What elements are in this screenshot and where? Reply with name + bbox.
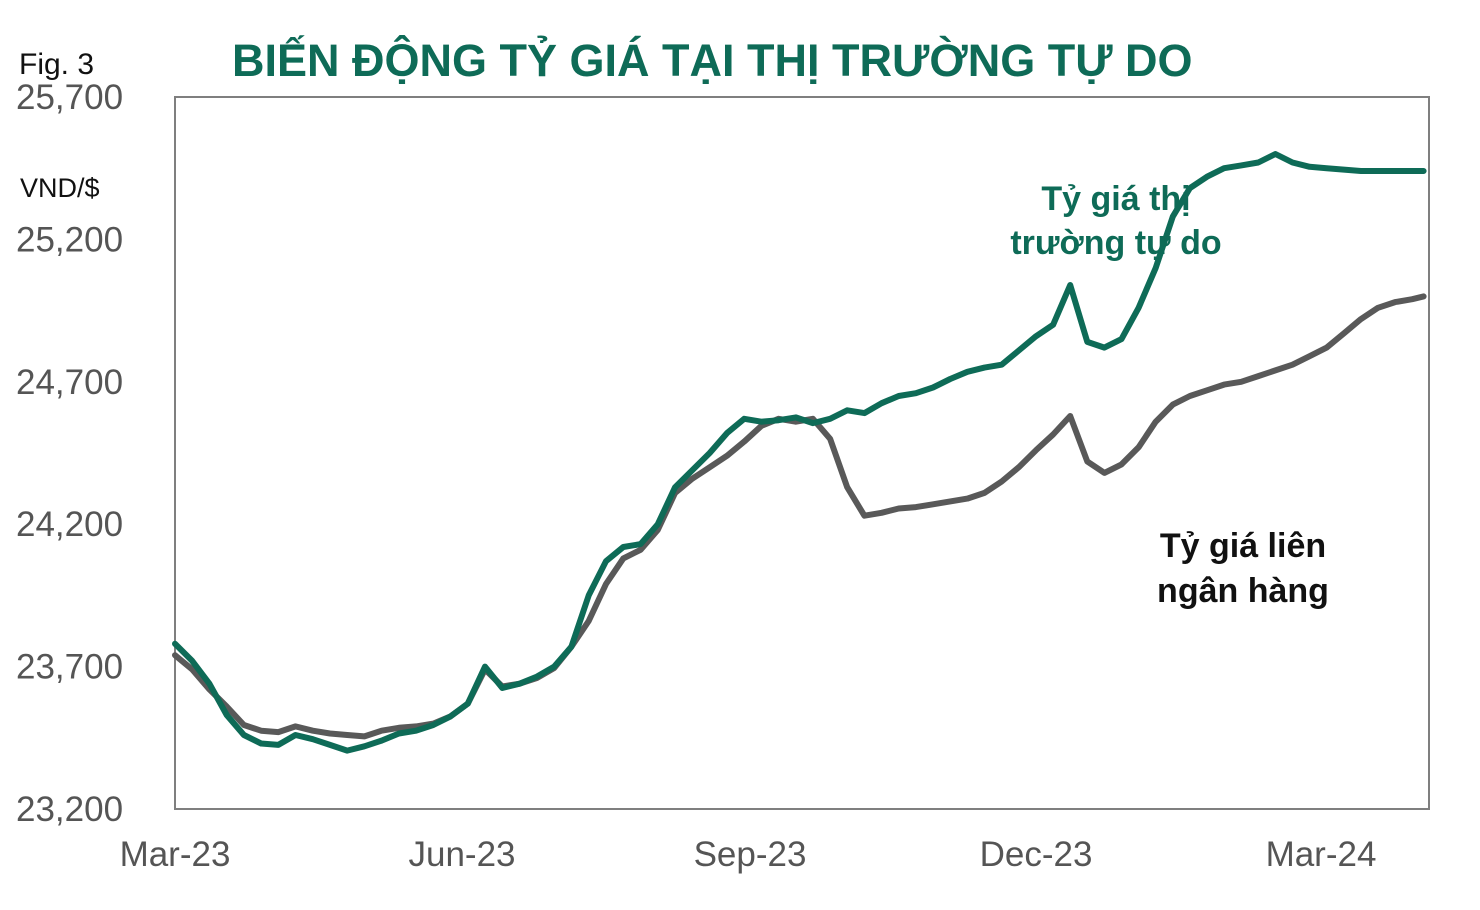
y-axis: 25,700 25,200 24,700 24,200 23,700 23,200: [16, 78, 123, 829]
y-tick-label: 24,700: [16, 363, 123, 402]
annotation-free-market-line1: Tỷ giá thị: [1041, 180, 1190, 218]
annotation-interbank-line1: Tỷ giá liên: [1160, 527, 1326, 565]
x-tick-label: Mar-23: [120, 835, 231, 874]
x-tick-label: Dec-23: [980, 835, 1093, 874]
chart-title: BIẾN ĐỘNG TỶ GIÁ TẠI THỊ TRƯỜNG TỰ DO: [232, 35, 1193, 86]
free-market-rate-line: [172, 151, 1427, 754]
x-tick-label: Sep-23: [694, 835, 807, 874]
x-tick-label: Jun-23: [408, 835, 515, 874]
annotation-free-market-line2: trường tự do: [1010, 224, 1221, 262]
figure-label: Fig. 3: [19, 48, 94, 81]
annotation-interbank-line2: ngân hàng: [1157, 572, 1329, 610]
y-tick-label: 25,200: [16, 220, 123, 259]
y-tick-label: 23,700: [16, 648, 123, 687]
interbank-rate-line: [172, 293, 1427, 740]
y-tick-label: 23,200: [16, 790, 123, 829]
x-tick-label: Mar-24: [1266, 835, 1377, 874]
x-axis: Mar-23 Jun-23 Sep-23 Dec-23 Mar-24: [120, 835, 1377, 874]
y-tick-label: 25,700: [16, 78, 123, 117]
y-tick-label: 24,200: [16, 505, 123, 544]
plot-area: [174, 96, 1430, 810]
y-axis-unit: VND/$: [20, 173, 100, 203]
